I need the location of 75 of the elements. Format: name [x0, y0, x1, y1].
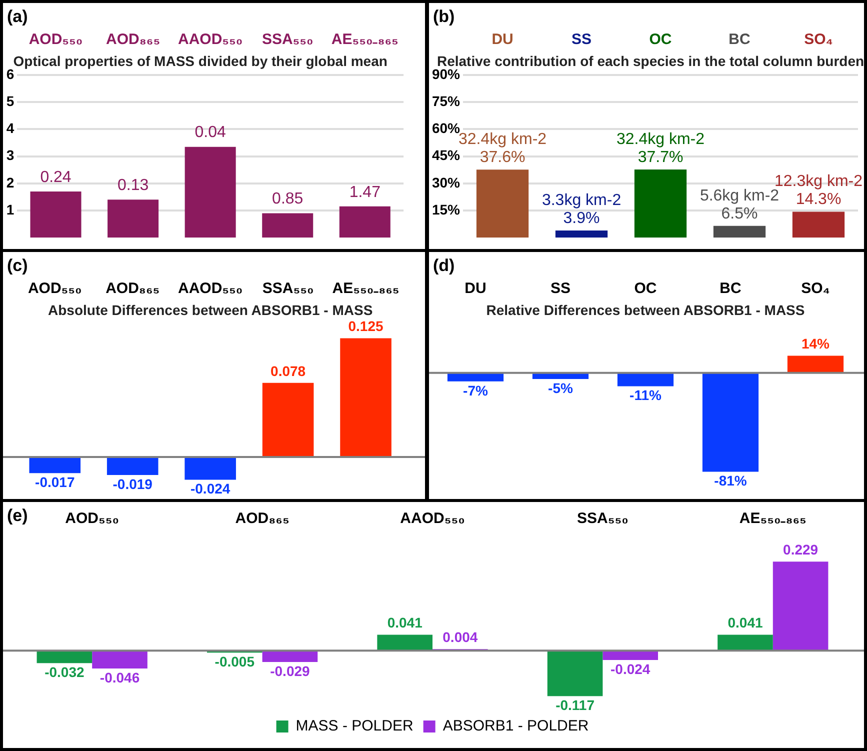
- data-label: 0.078: [270, 362, 306, 379]
- text: (c): [7, 256, 28, 276]
- data-label: -0.029: [270, 662, 310, 679]
- annotation: 0.85: [272, 190, 304, 208]
- x-tick-label: BC: [728, 31, 751, 48]
- text: (e): [7, 506, 28, 526]
- data-label: 0.229: [783, 541, 818, 558]
- x-tick-label: AAOD₅₅₀: [178, 280, 243, 298]
- data-label: -0.005: [214, 653, 255, 670]
- y-tick-label: 60%: [432, 120, 461, 136]
- legend-label: ABSORB1 - POLDER: [442, 718, 589, 735]
- data-label: 0.041: [387, 614, 423, 631]
- data-label: 14%: [801, 336, 830, 352]
- y-tick-label: 30%: [432, 174, 461, 190]
- data-label: 5.6kg km-2 6.5%: [700, 187, 780, 222]
- y-tick-label: 6: [6, 66, 14, 82]
- text: (b): [433, 7, 455, 26]
- y-tick-label: 5: [6, 92, 14, 109]
- y-tick-label: 1: [6, 201, 14, 218]
- x-tick-label: AE₅₅₀₋₈₆₅: [332, 280, 400, 298]
- annotation: 0.24: [40, 168, 72, 186]
- x-tick-label: OC: [649, 31, 672, 48]
- data-label: -0.024: [190, 480, 230, 497]
- y-tick-label: 3: [6, 147, 14, 164]
- x-tick-label: SS: [550, 280, 571, 298]
- data-label: 32.4kg km-2 37.6%: [458, 131, 547, 166]
- y-tick-label: 4: [6, 120, 14, 136]
- data-label: -0.019: [112, 476, 153, 492]
- annotation: 0.04: [194, 124, 226, 142]
- data-label: 0.041: [728, 614, 763, 631]
- data-label: -5%: [548, 380, 574, 396]
- data-label: -0.117: [556, 697, 595, 714]
- x-tick-label: SO₄: [801, 280, 830, 298]
- x-tick-label: SSA₅₅₀: [262, 31, 314, 48]
- x-tick-label: SSA₅₅₀: [262, 280, 314, 298]
- data-label: -81%: [714, 472, 748, 489]
- data-label: -7%: [463, 382, 488, 398]
- x-tick-label: DU: [464, 280, 486, 298]
- x-tick-label: AOD₈₆₅: [106, 31, 160, 48]
- data-label: -0.024: [610, 660, 650, 677]
- annotation: 0.13: [117, 177, 149, 194]
- y-tick-label: 15%: [432, 201, 461, 218]
- data-label: 0.004: [442, 628, 478, 645]
- x-tick-label: SO₄: [804, 31, 833, 48]
- x-tick-label: AOD₅₅₀: [65, 510, 120, 528]
- text: (a): [7, 7, 28, 26]
- chart-title: Relative Differences between ABSORB1 - MASS: [486, 302, 805, 318]
- chart-title: Optical properties of MASS divided by their global mean: [13, 52, 388, 69]
- y-tick-label: 75%: [432, 92, 461, 109]
- x-tick-label: AE₅₅₀₋₈₆₅: [331, 31, 399, 48]
- data-label: -11%: [630, 387, 662, 404]
- legend-label: MASS - POLDER: [296, 718, 414, 735]
- y-tick-label: 45%: [432, 147, 461, 164]
- x-tick-label: AOD₅₅₀: [28, 31, 83, 48]
- x-tick-label: SSA₅₅₀: [577, 510, 628, 528]
- x-tick-label: OC: [634, 280, 657, 298]
- data-label: -0.046: [100, 669, 140, 686]
- text: (d): [433, 256, 455, 276]
- data-label: 32.4kg km-2 37.7%: [616, 130, 705, 166]
- data-label: 3.3kg km-2 3.9%: [542, 192, 622, 227]
- x-tick-label: DU: [492, 31, 514, 48]
- x-tick-label: AAOD₅₅₀: [400, 510, 465, 528]
- y-tick-label: 2: [6, 174, 14, 190]
- x-tick-label: AAOD₅₅₀: [178, 31, 243, 48]
- x-tick-label: AOD₈₆₅: [235, 510, 290, 528]
- chart-title: Absolute Differences between ABSORB1 - MASS: [48, 302, 373, 318]
- x-tick-label: AE₅₅₀₋₈₆₅: [739, 510, 807, 528]
- x-tick-label: AOD₅₅₀: [28, 280, 82, 298]
- data-label: 0.125: [348, 318, 384, 334]
- x-tick-label: SS: [572, 31, 592, 48]
- data-label: -0.017: [35, 474, 75, 490]
- x-tick-label: BC: [720, 280, 742, 298]
- data-label: -0.032: [44, 664, 84, 680]
- annotation: 1.47: [349, 184, 381, 201]
- x-tick-label: AOD₈₆₅: [106, 280, 160, 298]
